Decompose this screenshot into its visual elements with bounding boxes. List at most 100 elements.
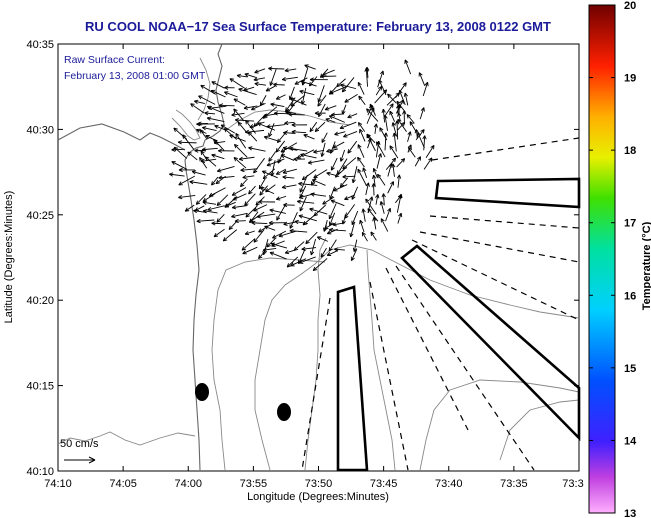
- current-arrow: [309, 121, 318, 133]
- current-arrow: [284, 110, 297, 115]
- current-arrow: [316, 236, 329, 242]
- colorbar-tick-label: 14: [624, 435, 637, 447]
- current-arrow: [234, 117, 255, 123]
- current-arrow: [204, 156, 217, 167]
- current-arrow: [211, 221, 226, 226]
- current-arrow: [251, 220, 268, 226]
- current-arrow: [263, 113, 278, 118]
- current-arrow: [357, 144, 365, 158]
- current-arrow: [211, 153, 225, 160]
- current-arrow: [268, 66, 285, 71]
- current-arrow: [257, 122, 276, 131]
- plot-area: [57, 43, 580, 472]
- current-arrow: [417, 132, 425, 149]
- current-arrow: [187, 151, 198, 161]
- current-arrow: [357, 168, 367, 187]
- colorbar-tick-label: 16: [624, 290, 636, 302]
- current-arrow: [310, 192, 327, 197]
- current-arrow: [339, 177, 349, 188]
- current-arrow: [414, 156, 421, 167]
- current-arrow: [309, 77, 328, 82]
- current-arrow: [258, 250, 266, 260]
- current-vectors: [169, 59, 435, 272]
- current-arrow: [235, 132, 247, 149]
- current-arrow: [207, 205, 225, 212]
- contour-outer: [419, 379, 580, 471]
- current-arrow: [229, 134, 246, 142]
- contour-channel-west: [304, 237, 327, 471]
- current-arrow: [385, 207, 392, 222]
- current-arrow: [171, 161, 188, 170]
- x-tick-label: 73:40: [435, 478, 463, 490]
- current-arrow: [407, 144, 412, 153]
- y-tick-label: 40:25: [26, 210, 54, 222]
- current-arrow: [254, 68, 266, 74]
- current-arrow: [213, 138, 225, 151]
- current-arrow: [403, 92, 409, 106]
- current-arrow: [372, 217, 377, 230]
- current-arrow: [248, 146, 266, 152]
- current-arrow: [263, 135, 278, 142]
- colorbar-tick-label: 15: [624, 363, 636, 375]
- current-arrow: [334, 131, 346, 136]
- y-axis-label: Latitude (Degrees:Minutes): [3, 191, 15, 324]
- current-arrow: [391, 122, 398, 137]
- current-arrow: [396, 122, 406, 131]
- current-arrow: [336, 78, 346, 88]
- contour-northwest: [197, 57, 211, 121]
- current-arrow: [191, 170, 206, 176]
- current-arrow: [253, 229, 265, 243]
- current-arrow: [359, 219, 365, 233]
- current-arrow: [298, 256, 316, 264]
- current-arrow: [211, 176, 219, 186]
- current-arrow: [298, 181, 318, 186]
- current-arrow: [216, 214, 225, 223]
- current-arrow: [328, 239, 337, 252]
- spoke: [369, 281, 409, 471]
- current-arrow: [253, 157, 265, 174]
- current-arrow: [366, 108, 379, 122]
- current-arrow: [347, 113, 358, 119]
- current-arrow: [289, 228, 308, 234]
- colorbar-tick-label: 18: [624, 145, 636, 157]
- current-annotation-line1: Raw Surface Current:: [64, 54, 165, 66]
- coastline-bay: [57, 123, 186, 151]
- spoke: [395, 265, 535, 471]
- current-arrow: [381, 193, 386, 206]
- bathymetry-contours: [57, 43, 580, 471]
- current-arrow: [234, 218, 246, 224]
- current-arrow: [290, 258, 307, 267]
- current-arrow: [266, 237, 277, 248]
- current-arrow: [178, 175, 195, 186]
- current-arrow: [422, 81, 429, 97]
- current-arrow: [342, 174, 356, 179]
- current-arrow: [396, 174, 402, 188]
- current-arrow: [273, 82, 285, 87]
- current-arrow: [233, 157, 247, 169]
- current-arrow: [309, 207, 328, 215]
- current-arrow: [189, 180, 208, 185]
- current-arrow: [193, 208, 207, 214]
- current-arrow: [376, 141, 386, 158]
- station-marker: [195, 383, 209, 401]
- current-arrow: [332, 141, 345, 149]
- current-arrow: [275, 168, 287, 175]
- current-arrow: [233, 98, 246, 106]
- current-arrow: [423, 157, 433, 170]
- current-arrow: [261, 170, 278, 179]
- current-arrow: [275, 195, 287, 201]
- current-arrow: [283, 130, 295, 135]
- current-arrow: [294, 219, 308, 225]
- current-arrow: [284, 68, 297, 73]
- current-arrow: [194, 99, 205, 104]
- current-arrow: [290, 97, 307, 106]
- current-arrow: [320, 247, 327, 258]
- current-arrow: [340, 83, 357, 90]
- current-arrow: [262, 247, 277, 252]
- current-arrow: [314, 111, 326, 116]
- current-arrow: [394, 120, 400, 140]
- current-arrow: [329, 141, 336, 154]
- current-arrow: [418, 72, 426, 87]
- colorbar-tick-label: 13: [624, 508, 636, 518]
- current-arrow: [293, 157, 305, 162]
